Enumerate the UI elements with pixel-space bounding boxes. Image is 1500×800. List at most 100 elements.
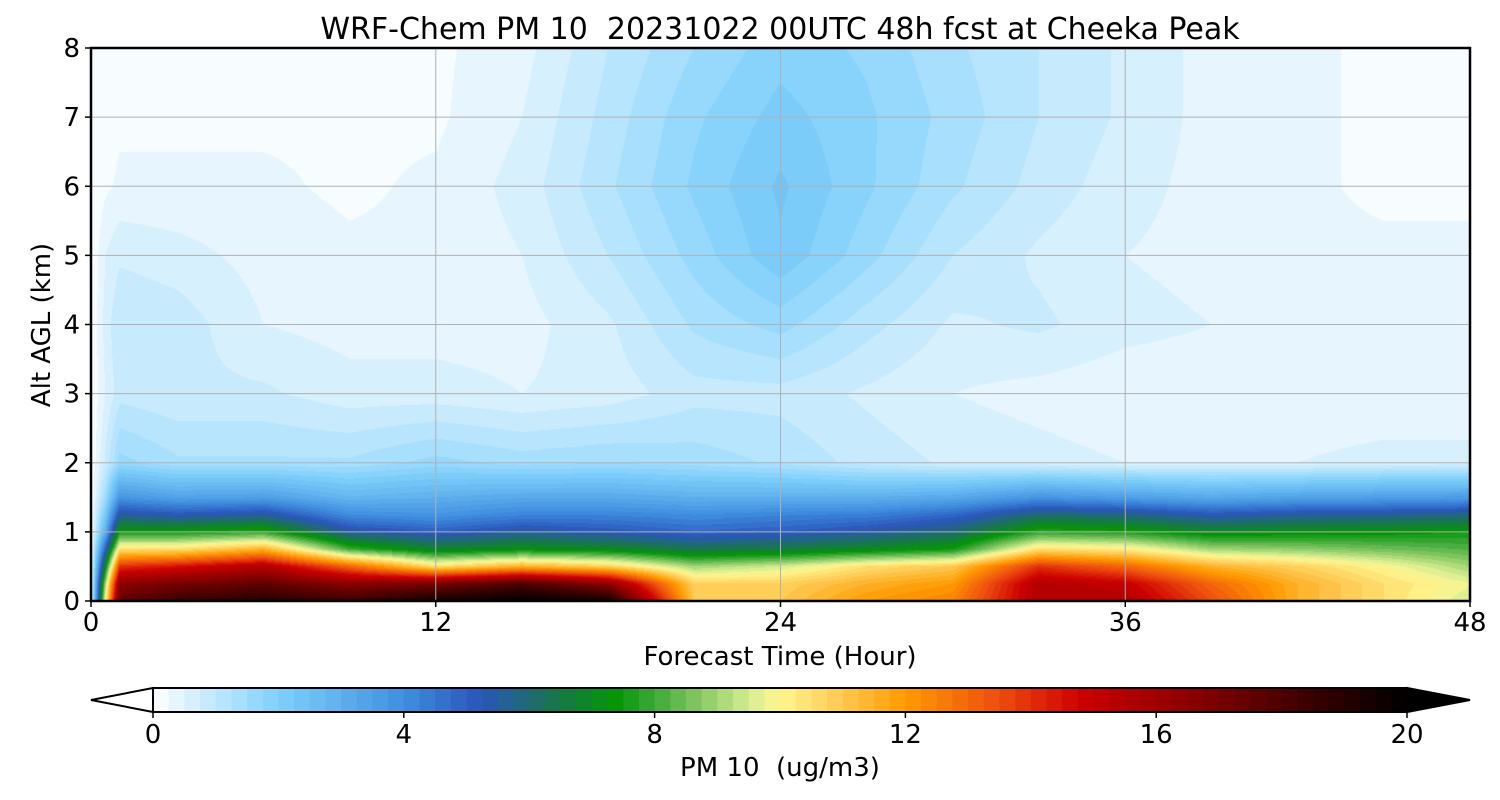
colorbar-step (1124, 688, 1142, 712)
colorbar-step (184, 688, 201, 712)
colorbar-step (780, 688, 797, 712)
colorbar-step (544, 688, 562, 712)
x-tick-label: 48 (1453, 608, 1486, 638)
colorbar-step (889, 688, 906, 712)
x-tick-label: 12 (419, 608, 452, 638)
colorbar-step (795, 688, 812, 712)
colorbar-step (372, 688, 389, 712)
colorbar-step (513, 688, 530, 712)
chart-title: WRF-Chem PM 10 20231022 00UTC 48h fcst a… (320, 12, 1240, 47)
y-tick-label: 3 (63, 380, 80, 410)
colorbar-step (811, 688, 828, 712)
colorbar-step (905, 688, 922, 712)
colorbar-step (591, 688, 609, 712)
colorbar-step (874, 688, 891, 712)
colorbar-step (1140, 688, 1157, 712)
colorbar-step (435, 688, 452, 712)
colorbar-step (482, 688, 499, 712)
colorbar-step (1265, 688, 1283, 712)
y-tick-label: 7 (63, 103, 80, 133)
colorbar-step (717, 688, 734, 712)
y-tick-label: 5 (63, 241, 80, 271)
colorbar-extend-low (90, 686, 154, 714)
colorbar-step (685, 688, 703, 712)
colorbar-step (638, 688, 656, 712)
colorbar-label: PM 10 (ug/m3) (680, 753, 880, 783)
x-axis: 0 12 24 36 48 (83, 601, 1487, 638)
colorbar-step (607, 688, 624, 712)
colorbar-step (858, 688, 875, 712)
colorbar-step (1077, 688, 1095, 712)
colorbar-step (654, 688, 671, 712)
colorbar-step (247, 688, 264, 712)
colorbar-step (356, 688, 374, 712)
colorbar-tick-label: 16 (1140, 720, 1173, 750)
y-tick-label: 8 (63, 34, 80, 64)
colorbar-step (466, 688, 483, 712)
colorbar-step (1171, 688, 1189, 712)
colorbar-step (670, 688, 687, 712)
colorbar-step (403, 688, 421, 712)
colorbar-step (1218, 688, 1236, 712)
colorbar-step (1093, 688, 1110, 712)
grid (91, 48, 1470, 601)
y-tick-label: 1 (63, 518, 80, 548)
colorbar-tick-label: 4 (396, 720, 413, 750)
colorbar-step (1344, 688, 1361, 712)
colorbar-step (827, 688, 844, 712)
colorbar-step (153, 688, 170, 712)
colorbar-step (325, 688, 342, 712)
colorbar-tick-label: 12 (889, 720, 922, 750)
colorbar-step (1030, 688, 1048, 712)
colorbar-step (341, 688, 358, 712)
colorbar-step (450, 688, 468, 712)
colorbar-step (701, 688, 718, 712)
colorbar-step (764, 688, 781, 712)
colorbar-step (419, 688, 436, 712)
colorbar-step (262, 688, 279, 712)
colorbar: 0 4 8 12 16 20 PM 10 (ug/m3) (90, 686, 1471, 783)
x-axis-label: Forecast Time (Hour) (643, 642, 916, 672)
colorbar-step (1250, 688, 1267, 712)
y-axis: 0 1 2 3 4 5 6 7 8 (63, 34, 91, 617)
colorbar-step (309, 688, 327, 712)
colorbar-step (1281, 688, 1298, 712)
y-tick-label: 4 (63, 311, 80, 341)
colorbar-step (294, 688, 311, 712)
colorbar-step (1109, 688, 1126, 712)
plot-area (89, 46, 1472, 603)
colorbar-step (1062, 688, 1079, 712)
colorbar-step (576, 688, 593, 712)
y-tick-label: 2 (63, 449, 80, 479)
colorbar-tick-label: 8 (646, 720, 663, 750)
y-axis-label: Alt AGL (km) (27, 243, 57, 407)
colorbar-step (936, 688, 954, 712)
colorbar-step (497, 688, 515, 712)
colorbar-extend-high (1406, 686, 1471, 714)
colorbar-step (1203, 688, 1220, 712)
x-tick-label: 0 (83, 608, 100, 638)
colorbar-step (168, 688, 185, 712)
colorbar-step (1328, 688, 1345, 712)
colorbar-step (1156, 688, 1173, 712)
y-tick-label: 0 (63, 587, 80, 617)
colorbar-step (732, 688, 750, 712)
colorbar-step (1046, 688, 1063, 712)
colorbar-step (215, 688, 232, 712)
x-tick-label: 24 (764, 608, 797, 638)
colorbar-tick-label: 0 (145, 720, 162, 750)
x-tick-label: 36 (1109, 608, 1142, 638)
colorbar-tick-label: 20 (1390, 720, 1423, 750)
colorbar-step (1312, 688, 1330, 712)
colorbar-step (278, 688, 295, 712)
colorbar-step (1234, 688, 1251, 712)
colorbar-step (921, 688, 938, 712)
colorbar-step (999, 688, 1016, 712)
colorbar-step (200, 688, 217, 712)
y-tick-label: 6 (63, 172, 80, 202)
colorbar-step (560, 688, 577, 712)
colorbar-step (952, 688, 969, 712)
colorbar-frame (152, 687, 1408, 713)
colorbar-gradient (153, 688, 1408, 712)
